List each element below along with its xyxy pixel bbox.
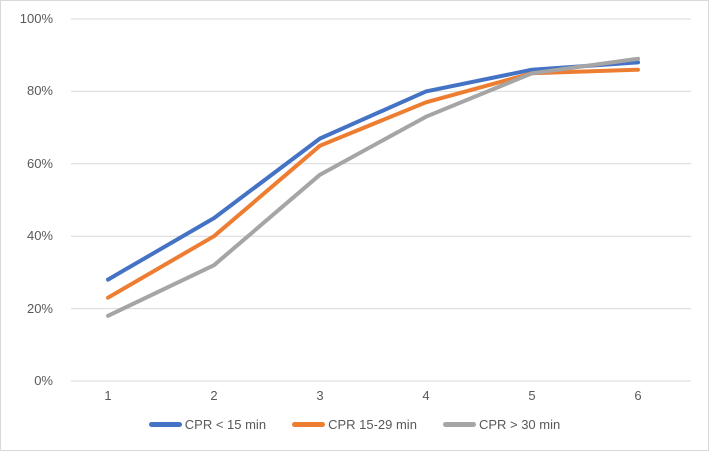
legend-label: CPR 15-29 min — [328, 417, 417, 432]
legend-swatch-cpr-30-min — [442, 422, 476, 427]
legend-label: CPR < 15 min — [184, 417, 267, 432]
legend-item-cpr-15-min: CPR < 15 min — [148, 417, 267, 432]
x-tick-label: 6 — [634, 388, 642, 403]
series-line-cpr-15-min — [106, 60, 640, 282]
series-line-cpr-15-29-min — [106, 67, 640, 300]
legend-swatch-cpr-15-min — [148, 422, 182, 427]
x-tick-label: 4 — [422, 388, 430, 403]
y-tick-label: 60% — [26, 155, 53, 171]
y-tick-label: 40% — [26, 228, 53, 244]
y-tick-label: 20% — [26, 300, 53, 316]
series-line-cpr-30-min — [106, 56, 640, 318]
legend-item-cpr-15-29-min: CPR 15-29 min — [292, 417, 417, 432]
y-tick-label: 100% — [19, 11, 53, 26]
y-tick-label: 80% — [26, 83, 53, 99]
x-tick-label: 2 — [210, 388, 218, 403]
legend-item-cpr-30-min: CPR > 30 min — [442, 417, 561, 432]
x-tick-label: 5 — [528, 388, 536, 403]
x-tick-label: 3 — [316, 388, 324, 403]
legend-swatch-cpr-15-29-min — [292, 422, 326, 427]
legend-label: CPR > 30 min — [478, 417, 561, 432]
x-tick-label: 1 — [104, 388, 112, 403]
legend: CPR < 15 min CPR 15-29 min CPR > 30 min — [1, 417, 708, 432]
y-tick-label: 0% — [34, 373, 53, 388]
